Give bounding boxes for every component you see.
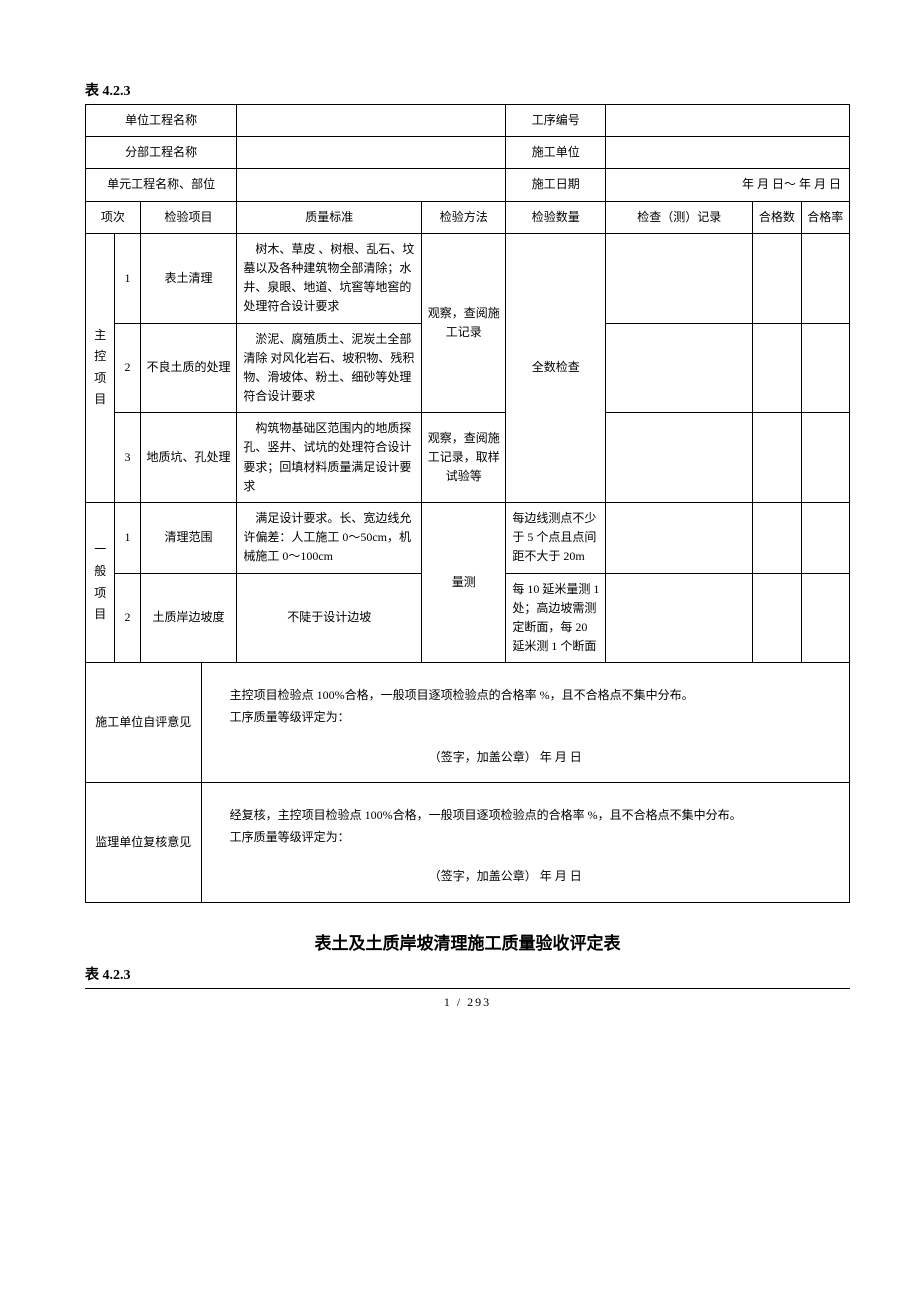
a-qty: 全数检查 — [506, 233, 606, 502]
b1-item: 清理范围 — [140, 503, 237, 574]
hdr-div-name-label: 分部工程名称 — [86, 137, 237, 169]
a1-item: 表土清理 — [140, 233, 237, 323]
a1-record — [606, 233, 753, 323]
hdr-date-value: 年 月 日～ 年 月 日 — [606, 169, 850, 201]
a2-n: 2 — [115, 323, 140, 413]
review-text2: 工序质量等级评定为： — [218, 827, 833, 849]
col-method: 检验方法 — [422, 201, 506, 233]
b2-n: 2 — [115, 573, 140, 663]
a2-record — [606, 323, 753, 413]
review-label: 监理单位复核意见 — [86, 783, 202, 903]
table-number: 表 4.2.3 — [85, 80, 850, 100]
separator-line — [85, 988, 850, 989]
col-record: 检查（测）记录 — [606, 201, 753, 233]
b2-pass — [753, 573, 801, 663]
document-title: 表土及土质岸坡清理施工质量验收评定表 — [85, 929, 850, 954]
b2-qty: 每 10 延米量测 1 处；高边坡需测定断面，每 20 延米测 1 个断面 — [506, 573, 606, 663]
hdr-element-label: 单元工程名称、部位 — [86, 169, 237, 201]
review-content: 经复核，主控项目检验点 100%合格，一般项目逐项检验点的合格率 %，且不合格点… — [201, 783, 849, 903]
a3-item: 地质坑、孔处理 — [140, 413, 237, 503]
col-standard: 质量标准 — [237, 201, 422, 233]
self-text1: 主控项目检验点 100%合格，一般项目逐项检验点的合格率 %，且不合格点不集中分… — [218, 685, 833, 707]
a1-n: 1 — [115, 233, 140, 323]
a1-pass — [753, 233, 801, 323]
b2-record — [606, 573, 753, 663]
section-b-label: 一般项目 — [86, 503, 115, 663]
col-rate: 合格率 — [801, 201, 849, 233]
col-seq: 项次 — [86, 201, 141, 233]
a3-method: 观察，查阅施工记录，取样试验等 — [422, 413, 506, 503]
hdr-unit-name-label: 单位工程名称 — [86, 105, 237, 137]
self-eval-label: 施工单位自评意见 — [86, 663, 202, 783]
b1-record — [606, 503, 753, 574]
a1-rate — [801, 233, 849, 323]
b1-n: 1 — [115, 503, 140, 574]
hdr-proc-no-value — [606, 105, 850, 137]
a3-pass — [753, 413, 801, 503]
a3-standard: 构筑物基础区范围内的地质探孔、竖井、试坑的处理符合设计要求；回填材料质量满足设计… — [237, 413, 422, 503]
b2-standard: 不陡于设计边坡 — [237, 573, 422, 663]
col-qty: 检验数量 — [506, 201, 606, 233]
review-text1: 经复核，主控项目检验点 100%合格，一般项目逐项检验点的合格率 %，且不合格点… — [218, 805, 833, 827]
hdr-div-name-value — [237, 137, 506, 169]
review-sig: （签字，加盖公章） 年 月 日 — [218, 866, 833, 888]
a2-standard: 淤泥、腐殖质土、泥炭土全部清除 对风化岩石、坡积物、残积物、滑坡体、粉土、细砂等… — [237, 323, 422, 413]
page-number: 1 / 293 — [85, 995, 850, 1010]
self-text2: 工序质量等级评定为： — [218, 707, 833, 729]
hdr-proc-no-label: 工序编号 — [506, 105, 606, 137]
a12-method: 观察，查阅施工记录 — [422, 233, 506, 413]
hdr-date-label: 施工日期 — [506, 169, 606, 201]
a2-item: 不良土质的处理 — [140, 323, 237, 413]
col-item: 检验项目 — [140, 201, 237, 233]
self-eval-content: 主控项目检验点 100%合格，一般项目逐项检验点的合格率 %，且不合格点不集中分… — [201, 663, 849, 783]
b2-item: 土质岸边坡度 — [140, 573, 237, 663]
a1-standard: 树木、草皮 、树根、乱石、坟墓以及各种建筑物全部清除；水井、泉眼、地道、坑窖等地… — [237, 233, 422, 323]
inspection-table: 单位工程名称 工序编号 分部工程名称 施工单位 单元工程名称、部位 施工日期 年… — [85, 104, 850, 903]
col-pass: 合格数 — [753, 201, 801, 233]
self-sig: （签字，加盖公章） 年 月 日 — [218, 747, 833, 769]
a2-rate — [801, 323, 849, 413]
hdr-unit-name-value — [237, 105, 506, 137]
a3-n: 3 — [115, 413, 140, 503]
hdr-contractor-value — [606, 137, 850, 169]
hdr-contractor-label: 施工单位 — [506, 137, 606, 169]
b1-standard: 满足设计要求。长、宽边线允许偏差：人工施工 0～50cm，机械施工 0～100c… — [237, 503, 422, 574]
b-method: 量测 — [422, 503, 506, 663]
a3-rate — [801, 413, 849, 503]
table-number-2: 表 4.2.3 — [85, 964, 850, 984]
a3-record — [606, 413, 753, 503]
a2-pass — [753, 323, 801, 413]
b2-rate — [801, 573, 849, 663]
section-a-label: 主控项目 — [86, 233, 115, 502]
hdr-element-value — [237, 169, 506, 201]
b1-pass — [753, 503, 801, 574]
b1-qty: 每边线测点不少于 5 个点且点间距不大于 20m — [506, 503, 606, 574]
b1-rate — [801, 503, 849, 574]
